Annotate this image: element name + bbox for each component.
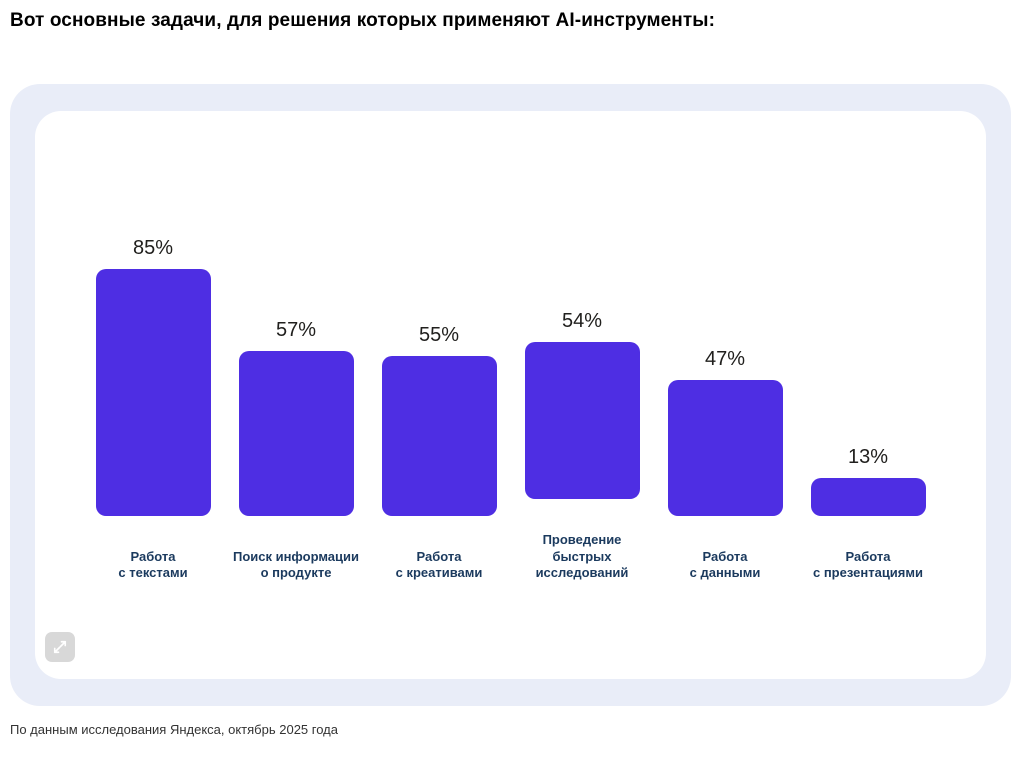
bar (524, 342, 640, 499)
bar-value-label: 57% (275, 318, 317, 341)
bar-value-label: 85% (132, 236, 174, 259)
bar-column: 85% Работа с текстами (95, 186, 211, 582)
expand-icon (51, 638, 69, 656)
bar-column-top: 55% (381, 186, 497, 516)
bar-column-top: 85% (95, 186, 211, 516)
bar-category-label: Работа с данными (689, 548, 761, 581)
bar-category-label: Работа с презентациями (812, 548, 923, 581)
bar (238, 350, 354, 516)
bar (95, 268, 211, 516)
bar-column: 54% Проведение быстрых исследований (524, 169, 640, 582)
bar-chart: 85% Работа с текстами 57% Поиск информации … (35, 169, 986, 582)
bar-category-label: Поиск информации о продукте (232, 548, 360, 581)
bar-column-top: 47% (667, 186, 783, 516)
bar-column: 55% Работа с креативами (381, 186, 497, 582)
bar-category-label: Работа с текстами (118, 548, 188, 581)
bar-category-label: Проведение быстрых исследований (535, 532, 629, 581)
bar-column-top: 54% (524, 169, 640, 499)
bar-value-label: 54% (561, 310, 603, 332)
bar (667, 379, 783, 516)
bar (381, 355, 497, 516)
source-note: По данным исследования Яндекса, октябрь … (10, 722, 338, 737)
bar-value-label: 47% (704, 347, 746, 370)
bar-column-top: 13% (810, 186, 926, 516)
bar-value-label: 55% (418, 323, 460, 346)
bar-column: 47% Работа с данными (667, 186, 783, 582)
bar (810, 477, 926, 516)
chart-card: 85% Работа с текстами 57% Поиск информации … (10, 84, 1011, 706)
bar-value-label: 13% (847, 445, 889, 468)
page-title: Вот основные задачи, для решения которых… (10, 10, 716, 31)
bar-category-label: Работа с креативами (395, 548, 483, 581)
bar-column: 57% Поиск информации о продукте (233, 186, 359, 582)
bar-column-top: 57% (238, 186, 354, 516)
chart-inner-card: 85% Работа с текстами 57% Поиск информации … (35, 111, 986, 679)
bar-column: 13% Работа с презентациями (810, 186, 926, 582)
expand-button[interactable] (45, 632, 75, 662)
